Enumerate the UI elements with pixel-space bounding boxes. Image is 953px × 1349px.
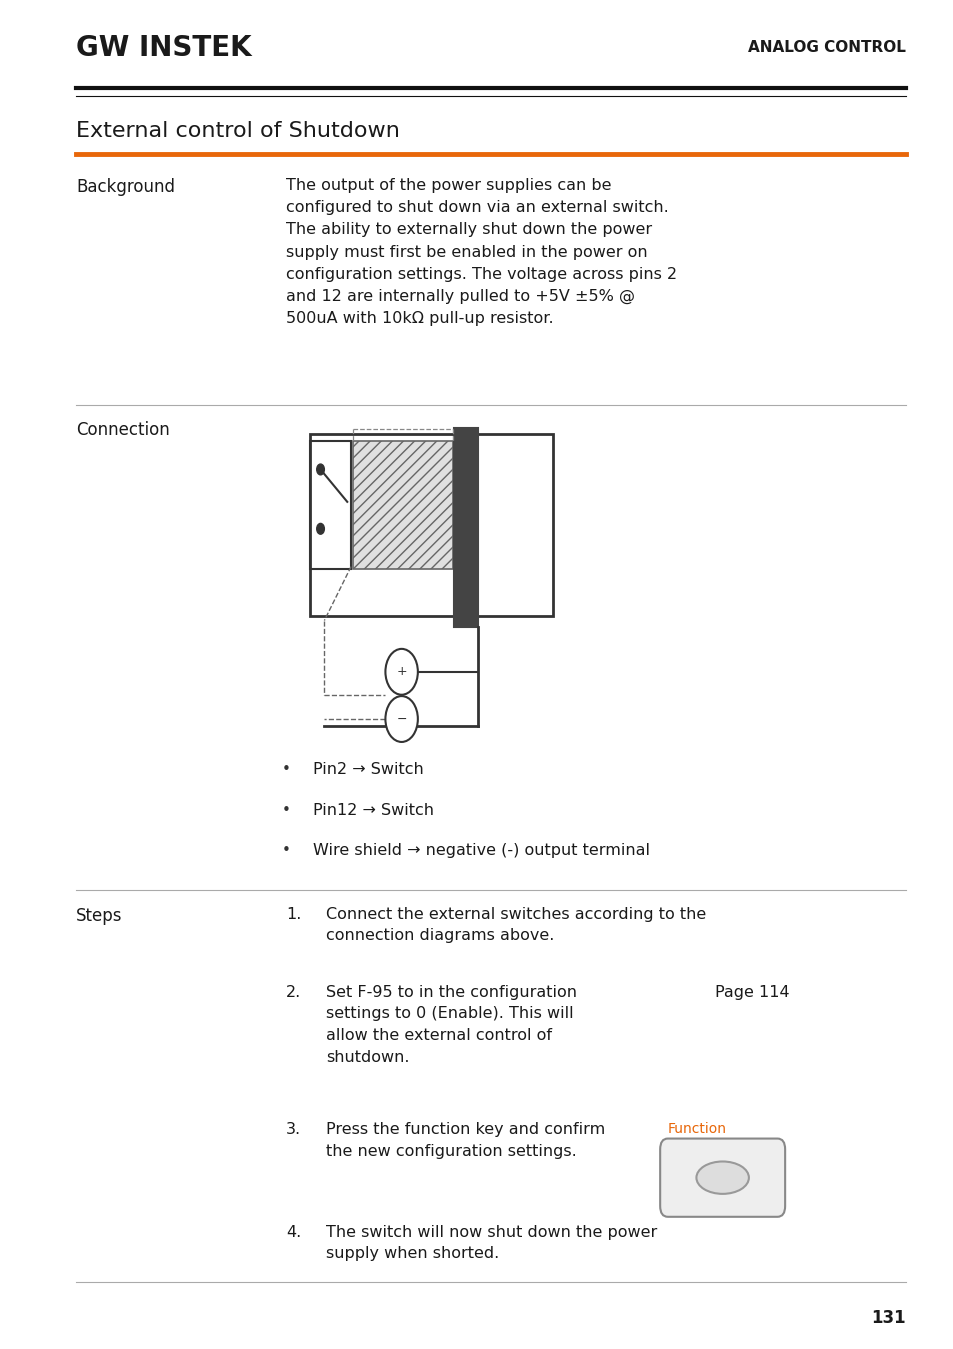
Bar: [353, 441, 453, 569]
Text: 2.: 2.: [286, 985, 301, 1000]
Text: The switch will now shut down the power
supply when shorted.: The switch will now shut down the power …: [326, 1225, 657, 1261]
Text: 4.: 4.: [286, 1225, 301, 1240]
Text: External control of Shutdown: External control of Shutdown: [76, 121, 399, 142]
Text: The output of the power supplies can be
configured to shut down via an external : The output of the power supplies can be …: [286, 178, 677, 326]
Text: Pin2 → Switch: Pin2 → Switch: [313, 762, 423, 777]
Text: Wire shield → negative (-) output terminal: Wire shield → negative (-) output termin…: [313, 843, 649, 858]
Bar: [310, 441, 351, 569]
Text: GW INSTEK: GW INSTEK: [76, 34, 252, 62]
Text: +: +: [395, 665, 407, 679]
Text: Connect the external switches according to the
connection diagrams above.: Connect the external switches according …: [326, 907, 706, 943]
Text: −: −: [395, 712, 407, 726]
Text: Background: Background: [76, 178, 175, 196]
Ellipse shape: [696, 1161, 748, 1194]
Text: Connection: Connection: [76, 421, 170, 438]
Text: •: •: [281, 843, 290, 858]
Text: Steps: Steps: [76, 907, 123, 924]
Text: 3.: 3.: [286, 1122, 301, 1137]
Text: Page 114: Page 114: [715, 985, 789, 1000]
Circle shape: [316, 523, 324, 534]
Circle shape: [385, 696, 417, 742]
Text: Press the function key and confirm
the new configuration settings.: Press the function key and confirm the n…: [326, 1122, 605, 1159]
Circle shape: [316, 464, 324, 475]
Text: Function: Function: [667, 1122, 726, 1136]
Text: Pin12 → Switch: Pin12 → Switch: [313, 803, 434, 817]
Text: •: •: [281, 762, 290, 777]
Text: 1.: 1.: [286, 907, 301, 921]
Bar: [310, 434, 553, 616]
FancyBboxPatch shape: [659, 1139, 784, 1217]
Text: •: •: [281, 803, 290, 817]
Circle shape: [385, 649, 417, 695]
Bar: [454, 428, 477, 627]
Text: 131: 131: [871, 1309, 905, 1326]
Text: Set F-95 to in the configuration
settings to 0 (Enable). This will
allow the ext: Set F-95 to in the configuration setting…: [326, 985, 577, 1064]
Text: ANALOG CONTROL: ANALOG CONTROL: [748, 40, 905, 55]
